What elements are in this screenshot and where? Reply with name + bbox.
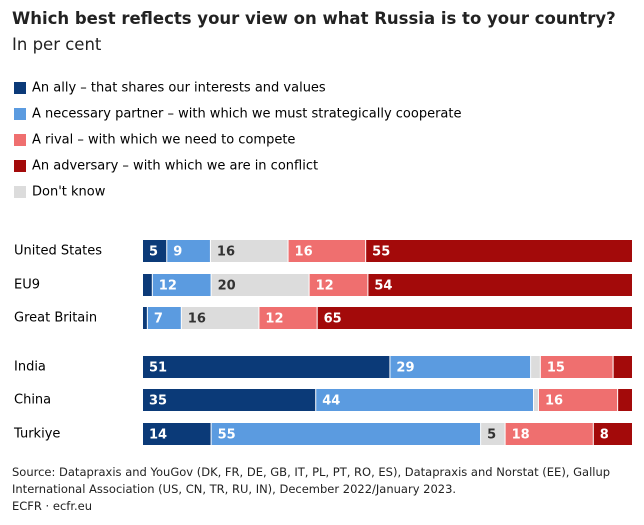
bar-segment <box>540 356 613 378</box>
bar-segment <box>167 240 210 262</box>
category-label: United States <box>14 244 102 259</box>
bar-segment <box>181 307 259 329</box>
bar-segment <box>143 356 390 378</box>
title-block: Which best reflects your view on what Ru… <box>12 6 632 58</box>
source: Source: Datapraxis and YouGov (DK, FR, D… <box>12 465 611 496</box>
bar-segment <box>210 240 288 262</box>
bar-segment <box>143 389 316 411</box>
value-label: 14 <box>149 428 167 443</box>
bar-segment <box>593 423 632 445</box>
bar-segment <box>505 423 593 445</box>
value-label: 16 <box>545 394 563 409</box>
value-label: 55 <box>218 428 236 443</box>
chart-subtitle: In per cent <box>12 35 102 54</box>
value-label: 51 <box>149 361 167 376</box>
value-label: 65 <box>324 312 342 327</box>
legend-swatch <box>14 134 26 146</box>
bar-segment <box>390 356 531 378</box>
category-label: China <box>14 393 51 408</box>
bar-segment <box>613 356 632 378</box>
bar-segment <box>481 423 505 445</box>
value-label: 29 <box>396 361 414 376</box>
chart: An ally – that shares our interests and … <box>13 81 632 445</box>
bar-segment <box>534 389 538 411</box>
value-label: 16 <box>295 245 313 260</box>
value-label: 44 <box>322 394 340 409</box>
legend-label: A necessary partner – with which we must… <box>32 107 462 122</box>
bar-segment <box>309 274 368 296</box>
category-label: Turkiye <box>13 427 60 442</box>
value-label: 15 <box>547 361 565 376</box>
legend-label: An ally – that shares our interests and … <box>32 81 326 96</box>
legend-swatch <box>14 186 26 198</box>
category-label: India <box>14 360 46 375</box>
value-label: 5 <box>149 245 158 260</box>
legend-swatch <box>14 160 26 172</box>
value-label: 5 <box>487 428 496 443</box>
bar-segment <box>143 423 211 445</box>
category-label: Great Britain <box>14 311 97 326</box>
bar-segment <box>316 389 534 411</box>
value-label: 54 <box>374 279 392 294</box>
value-label: 18 <box>512 428 530 443</box>
bar-segment <box>147 307 181 329</box>
value-label: 7 <box>154 312 163 327</box>
value-label: 35 <box>149 394 167 409</box>
legend-swatch <box>14 82 26 94</box>
bar-segment <box>143 307 147 329</box>
bar-segment <box>259 307 317 329</box>
bar-segment <box>531 356 540 378</box>
value-label: 12 <box>316 279 334 294</box>
bar-segment <box>143 274 152 296</box>
footer: Source: Datapraxis and YouGov (DK, FR, D… <box>12 464 622 515</box>
value-label: 55 <box>372 245 390 260</box>
bar-segment <box>288 240 366 262</box>
category-label: EU9 <box>14 278 40 293</box>
value-label: 12 <box>265 312 283 327</box>
value-label: 12 <box>159 279 177 294</box>
bar-segment <box>152 274 211 296</box>
bar-segment <box>538 389 618 411</box>
legend-label: An adversary – with which we are in conf… <box>32 159 318 174</box>
legend-swatch <box>14 108 26 120</box>
value-label: 20 <box>218 279 236 294</box>
legend-label: A rival – with which we need to compete <box>32 133 295 148</box>
bar-segment <box>143 240 167 262</box>
chart-title: Which best reflects your view on what Ru… <box>12 9 616 28</box>
value-label: 16 <box>188 312 206 327</box>
bar-segment <box>211 274 309 296</box>
value-label: 9 <box>173 245 182 260</box>
legend-label: Don't know <box>32 185 106 200</box>
bar-segment <box>366 240 632 262</box>
bar-segment <box>317 307 632 329</box>
bar-segment <box>211 423 481 445</box>
value-label: 16 <box>217 245 235 260</box>
bar-segment <box>368 274 632 296</box>
bar-segment <box>618 389 632 411</box>
credit: ECFR · ecfr.eu <box>12 499 93 513</box>
value-label: 8 <box>600 428 609 443</box>
